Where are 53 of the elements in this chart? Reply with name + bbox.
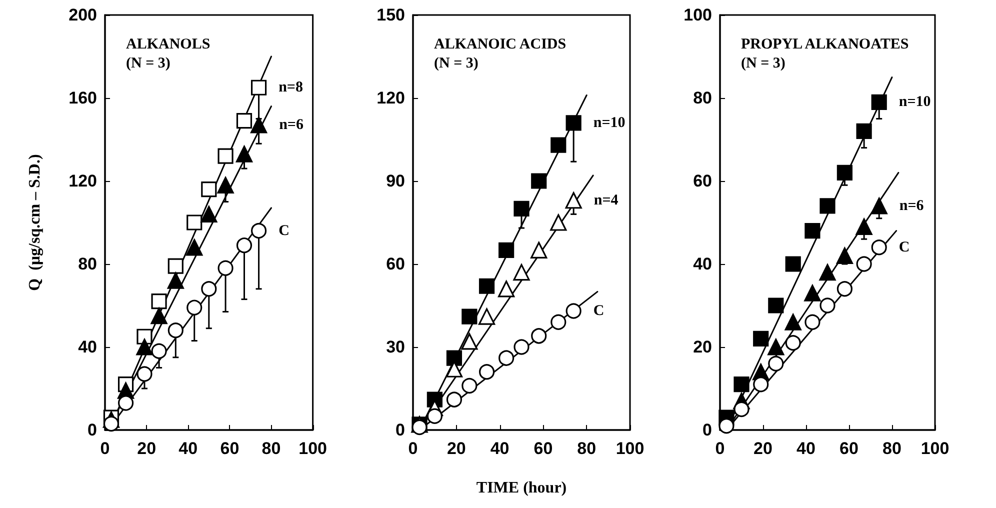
- x-tick-label: 100: [616, 439, 644, 458]
- x-axis-title: TIME (hour): [476, 480, 567, 496]
- x-tick-label: 60: [840, 439, 858, 458]
- y-axis-title: Q (μg/sq.cm – S.D.): [26, 154, 44, 291]
- y-tick-label: 90: [386, 172, 405, 190]
- series-label: C: [898, 239, 910, 256]
- y-tick-label: 0: [396, 420, 405, 440]
- y-tick-label: 40: [693, 254, 712, 274]
- series-label: n=6: [279, 116, 304, 133]
- x-tick-label: 80: [577, 439, 596, 458]
- text: (N = 3): [741, 56, 786, 72]
- x-tick-label: 0: [715, 439, 725, 458]
- x-tick-label: 80: [262, 439, 281, 458]
- x-tick-label: 20: [754, 439, 772, 458]
- text: (N = 3): [126, 56, 170, 72]
- y-tick-label: 150: [376, 6, 405, 24]
- y-tick-label: 200: [68, 6, 97, 24]
- y-tick-label: 60: [693, 172, 712, 190]
- y-tick-label: 100: [684, 6, 712, 24]
- y-tick-label: 0: [88, 420, 97, 440]
- series-label: n=4: [594, 192, 619, 208]
- series-label: C: [593, 303, 604, 320]
- x-tick-label: 100: [298, 439, 328, 458]
- y-tick-label: 0: [702, 420, 712, 440]
- y-tick-label: 80: [693, 88, 712, 108]
- series-label: C: [278, 222, 290, 239]
- x-tick-label: 0: [408, 439, 418, 458]
- series-label: n=10: [898, 94, 931, 110]
- text: ALKANOIC ACIDS: [434, 36, 566, 52]
- series-label: n=6: [899, 198, 924, 214]
- text: PROPYL ALKANOATES: [741, 36, 909, 52]
- y-tick-label: 80: [78, 254, 97, 274]
- x-tick-label: 40: [178, 439, 198, 458]
- x-tick-label: 20: [137, 439, 156, 458]
- x-tick-label: 100: [920, 439, 950, 458]
- y-tick-label: 120: [68, 172, 97, 190]
- x-tick-label: 0: [100, 439, 110, 458]
- series-label: n=8: [278, 80, 303, 96]
- text: ALKANOLS: [126, 36, 210, 52]
- x-tick-label: 80: [882, 439, 902, 458]
- x-tick-label: 60: [220, 439, 240, 458]
- y-tick-label: 60: [386, 254, 405, 274]
- series-label: n=10: [593, 114, 626, 131]
- x-tick-label: 40: [796, 439, 816, 458]
- y-tick-label: 30: [386, 338, 405, 356]
- x-tick-label: 20: [446, 439, 466, 458]
- x-tick-label: 40: [490, 439, 510, 458]
- x-tick-label: 60: [534, 439, 553, 458]
- y-tick-label: 160: [68, 88, 97, 108]
- y-tick-label: 40: [78, 338, 97, 356]
- y-tick-label: 20: [693, 338, 712, 356]
- text: (N = 3): [434, 56, 478, 72]
- y-tick-label: 120: [376, 88, 405, 108]
